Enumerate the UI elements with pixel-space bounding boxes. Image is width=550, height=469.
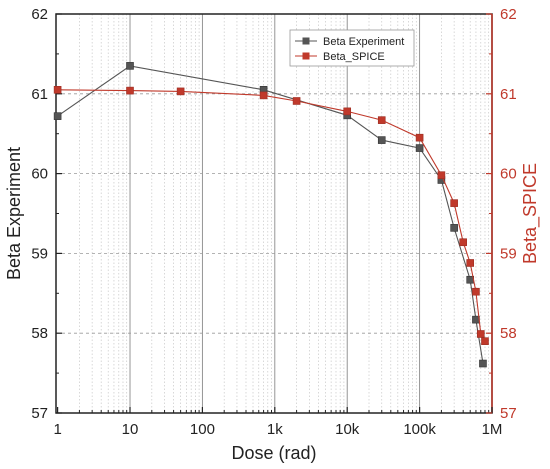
x-tick-label: 10k [335,421,360,438]
beta-spice-point [126,86,134,95]
left-y-tick-label: 57 [31,405,48,422]
plot-frame [55,13,493,414]
left-y-tick-label: 59 [31,245,48,262]
beta-experiment-point [53,112,62,120]
beta-spice-point [481,337,489,345]
right-y-tick-label: 59 [500,245,517,262]
left-y-axis-title: Beta Experiment [4,147,24,280]
beta-spice-point [292,97,301,105]
beta-spice-line [57,89,486,342]
legend-beta-experiment-label: Beta Experiment [323,36,404,48]
x-tick-label: 10 [122,421,139,438]
x-tick-label: 1M [482,421,503,438]
beta-spice-point [415,133,424,142]
right-y-tick-label: 57 [500,405,517,422]
beta-spice-point [466,259,475,267]
legend-box [289,29,415,67]
beta-spice-point [377,116,386,124]
x-tick-label: 100k [403,421,436,438]
beta-spice-point [53,86,62,94]
beta-spice-point [176,87,185,96]
beta-spice-point [476,330,485,338]
left-y-tick-label: 62 [31,6,48,23]
left-y-tick-label: 61 [31,86,48,103]
beta-experiment-point [377,136,386,144]
legend: Beta Experiment Beta_SPICE [289,29,415,67]
beta-spice-point [343,107,352,116]
right-y-axis-title: Beta_SPICE [520,163,541,264]
beta-experiment-point [126,62,134,70]
legend-beta-spice-label: Beta_SPICE [323,51,385,63]
beta-experiment-point [415,144,424,152]
x-tick-label: 1 [53,421,61,438]
series-layer [53,62,489,368]
beta-experiment-point [450,224,458,232]
x-axis-title: Dose (rad) [231,443,316,463]
legend-beta-experiment-marker [302,37,310,45]
beta-spice-point [259,91,268,100]
x-tick-label: 100 [190,421,215,438]
legend-beta-spice-marker [302,52,310,60]
grid-layer [56,14,492,413]
beta-experiment-point [479,359,487,368]
beta-spice-point [472,287,480,296]
beta-spice-point [437,171,446,179]
beta-spice-point [450,199,458,207]
beta-spice-point [459,238,467,247]
x-tick-label: 1k [267,421,283,438]
right-y-tick-label: 62 [500,6,517,23]
left-y-tick-label: 58 [31,325,48,342]
left-y-tick-label: 60 [31,166,48,183]
right-y-tick-label: 61 [500,86,517,103]
right-y-tick-label: 60 [500,166,517,183]
right-y-tick-label: 58 [500,325,517,342]
